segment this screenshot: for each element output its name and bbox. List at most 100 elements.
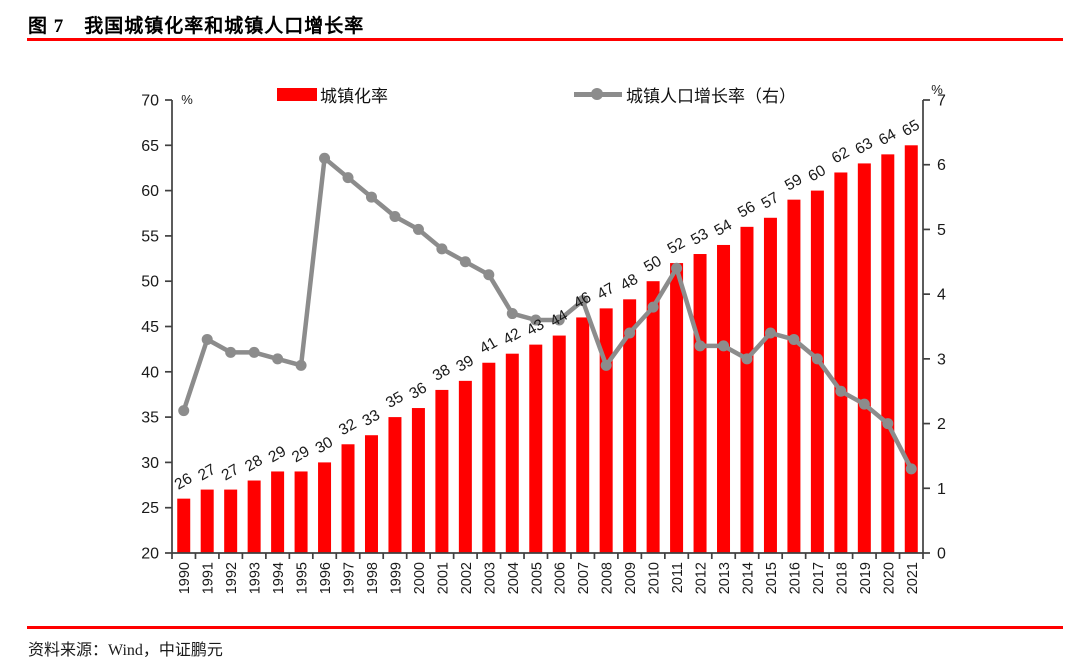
- right-axis-tick-label: 0: [937, 546, 946, 563]
- line-point-2010: [647, 301, 659, 313]
- bar-label-2016: 59: [782, 171, 805, 194]
- left-axis-tick-label: 60: [141, 183, 159, 200]
- bar-2015: [763, 217, 777, 553]
- bar-1991: [200, 489, 214, 553]
- bar-2021: [904, 145, 918, 554]
- line-point-2018: [835, 385, 847, 397]
- bar-label-2011: 52: [665, 235, 688, 258]
- bar-label-1994: 29: [266, 443, 289, 466]
- bar-label-2004: 42: [500, 325, 523, 348]
- line-point-1993: [248, 346, 260, 358]
- x-axis-label-2003: 2003: [482, 562, 498, 594]
- bar-2008: [599, 308, 613, 553]
- bar-1995: [294, 471, 308, 553]
- line-point-2017: [811, 353, 823, 365]
- bar-1990: [177, 498, 191, 553]
- bar-2004: [505, 353, 519, 553]
- line-point-2020: [882, 418, 894, 430]
- x-axis-label-2019: 2019: [858, 562, 874, 594]
- bar-2003: [482, 362, 496, 553]
- bar-2007: [576, 317, 590, 553]
- line-point-2002: [459, 256, 471, 268]
- legend-label-urbanization-rate: 城镇化率: [320, 86, 388, 106]
- line-point-1991: [201, 333, 213, 345]
- x-axis-label-1998: 1998: [365, 562, 381, 594]
- bar-label-1997: 32: [336, 416, 359, 439]
- bar-label-2009: 48: [618, 271, 641, 294]
- bar-label-1992: 27: [219, 461, 242, 484]
- bar-label-2001: 38: [430, 361, 453, 384]
- bar-2009: [623, 299, 637, 553]
- x-axis-label-2014: 2014: [740, 562, 756, 594]
- bar-label-1993: 28: [242, 452, 265, 475]
- x-axis-label-2005: 2005: [529, 562, 545, 594]
- x-axis-label-2016: 2016: [787, 562, 803, 594]
- x-axis-label-1997: 1997: [342, 562, 358, 594]
- bar-label-2020: 64: [876, 126, 900, 150]
- line-point-2019: [858, 398, 870, 410]
- x-axis-label-1995: 1995: [295, 562, 311, 594]
- right-axis-tick-label: 3: [937, 351, 946, 368]
- right-axis-tick-label: 1: [937, 481, 946, 498]
- bar-label-2000: 36: [406, 379, 429, 402]
- line-point-1990: [178, 405, 190, 417]
- bar-label-1998: 33: [360, 407, 383, 430]
- bar-1994: [271, 471, 285, 553]
- line-point-2011: [671, 262, 683, 274]
- bottom-divider: [27, 626, 1063, 629]
- bar-2013: [717, 244, 731, 553]
- x-axis-label-2009: 2009: [623, 562, 639, 594]
- x-axis-label-1994: 1994: [271, 562, 287, 594]
- line-point-2014: [741, 353, 753, 365]
- right-axis-tick-label: 4: [937, 287, 946, 304]
- x-axis-label-2000: 2000: [412, 562, 428, 594]
- line-point-1999: [389, 210, 401, 222]
- x-axis-label-2012: 2012: [694, 562, 710, 594]
- bar-2016: [787, 199, 801, 553]
- x-axis-label-1990: 1990: [177, 562, 193, 594]
- x-axis-label-2007: 2007: [576, 562, 592, 594]
- line-point-1992: [225, 346, 237, 358]
- right-axis-tick-label: 7: [937, 93, 946, 110]
- bar-label-2010: 50: [641, 252, 665, 276]
- left-axis-tick-label: 35: [141, 410, 159, 427]
- left-axis-tick-label: 30: [141, 455, 159, 472]
- x-axis-label-2006: 2006: [553, 562, 569, 594]
- line-point-2001: [436, 243, 448, 255]
- bar-2019: [857, 163, 871, 554]
- bar-1993: [247, 480, 261, 553]
- bar-2006: [552, 335, 566, 553]
- line-point-2013: [718, 340, 730, 352]
- legend-item-growth-rate: 城镇人口增长率（右）: [574, 85, 796, 106]
- bar-label-2002: 39: [453, 352, 476, 375]
- bar-label-1999: 35: [383, 389, 406, 412]
- bar-2018: [834, 172, 848, 554]
- right-axis-tick-label: 6: [937, 157, 946, 174]
- bar-2005: [529, 344, 543, 553]
- line-point-1997: [342, 172, 354, 184]
- left-axis-unit: %: [181, 92, 193, 107]
- bar-label-1990: 26: [172, 470, 195, 493]
- right-axis-tick-label: 5: [937, 222, 946, 239]
- bar-2012: [693, 254, 707, 553]
- line-series-swatch-icon: [574, 87, 622, 101]
- bar-1999: [388, 417, 402, 553]
- source-note: 资料来源：Wind，中证鹏元: [28, 642, 223, 659]
- line-point-1994: [272, 353, 284, 365]
- top-divider: [27, 38, 1063, 41]
- x-axis-label-1993: 1993: [248, 562, 264, 594]
- bar-label-2017: 60: [805, 162, 829, 186]
- right-axis-tick-label: 2: [937, 416, 946, 433]
- x-axis-label-2011: 2011: [670, 562, 686, 593]
- x-axis-label-2015: 2015: [764, 562, 780, 594]
- legend-item-urbanization-rate: 城镇化率: [277, 85, 388, 106]
- line-point-1995: [295, 359, 307, 371]
- x-axis-label-2010: 2010: [647, 562, 663, 594]
- x-axis-label-2008: 2008: [600, 562, 616, 594]
- bar-2011: [670, 263, 684, 553]
- line-point-2003: [483, 269, 495, 281]
- bar-label-2019: 63: [852, 135, 875, 158]
- line-point-2016: [788, 333, 800, 345]
- left-axis-tick-label: 45: [141, 319, 159, 336]
